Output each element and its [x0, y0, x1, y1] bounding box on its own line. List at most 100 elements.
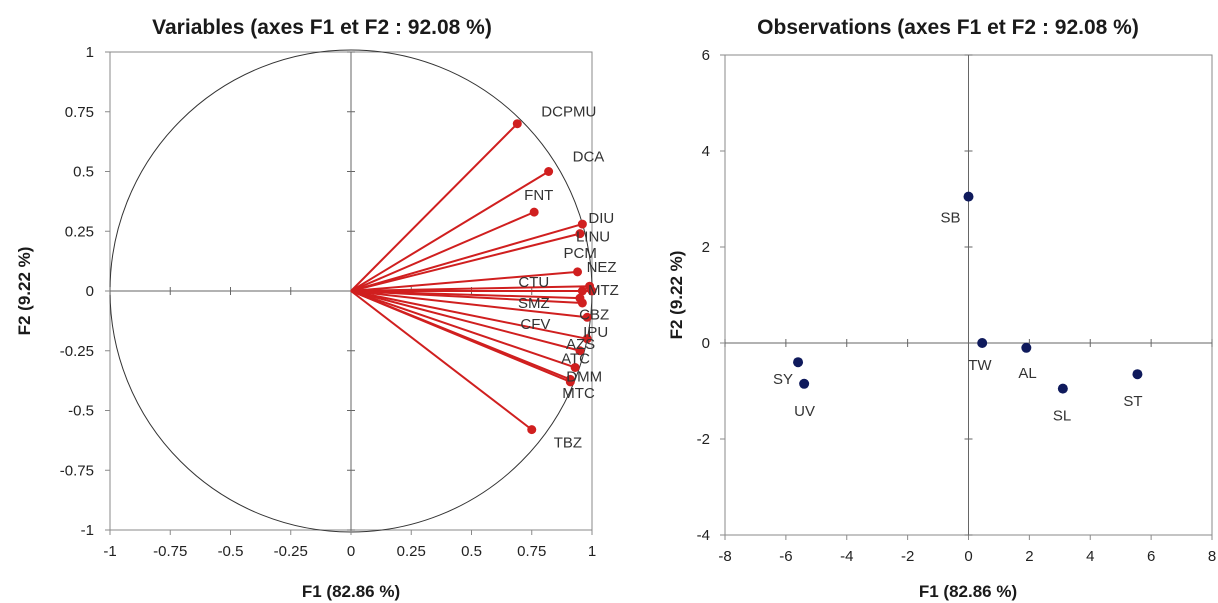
variables-chart: Variables (axes F1 et F2 : 92.08 %) -1 -0…	[15, 16, 619, 601]
observation-label-st: ST	[1123, 393, 1142, 410]
observations-y-tick-labels: 6 4 2 0 -2 -4	[697, 47, 710, 544]
x-tick-label: 0.5	[461, 543, 482, 560]
y-tick-label: -1	[81, 522, 94, 539]
x-tick-label: -8	[718, 548, 731, 565]
variable-vector-dca	[350, 170, 550, 292]
y-tick-label: 0	[86, 283, 94, 300]
x-tick-label: -0.25	[274, 543, 308, 560]
y-tick-label: 0.75	[65, 104, 94, 121]
variable-label-dmm: DMM	[566, 368, 602, 385]
x-tick-label: 0.25	[397, 543, 426, 560]
x-tick-label: -0.75	[153, 543, 187, 560]
variable-vector-ipu	[350, 290, 588, 340]
observations-x-axis-title: F1 (82.86 %)	[919, 582, 1017, 601]
y-tick-label: 6	[702, 47, 710, 64]
y-tick-label: 2	[702, 239, 710, 256]
variable-vector-pcm	[350, 270, 578, 292]
variable-vector-cbz	[350, 290, 588, 319]
x-tick-label: 0	[347, 543, 355, 560]
variable-vector-mtc	[350, 290, 571, 383]
variable-vector-atc	[350, 290, 576, 369]
observation-label-sy: SY	[773, 371, 793, 388]
x-tick-label: 8	[1208, 548, 1216, 565]
variable-label-dcpmu: DCPMU	[541, 104, 596, 121]
y-tick-label: 1	[86, 44, 94, 61]
observation-label-uv: UV	[794, 403, 815, 420]
variable-vector-azs	[350, 290, 581, 352]
x-tick-label: 2	[1025, 548, 1033, 565]
x-tick-label: -6	[779, 548, 792, 565]
y-tick-label: 4	[702, 143, 710, 160]
variable-point-cfv	[577, 298, 587, 308]
variable-label-mtc: MTC	[562, 385, 595, 402]
variable-label-tbz: TBZ	[554, 435, 582, 452]
variable-label-ipu: IPU	[583, 324, 608, 341]
y-tick-label: -2	[697, 431, 710, 448]
variable-vector-fnt	[350, 211, 535, 292]
variable-point-fnt	[529, 207, 539, 217]
observation-point-sb	[963, 191, 974, 202]
observations-chart-title: Observations (axes F1 et F2 : 92.08 %)	[757, 16, 1139, 39]
variable-point-tbz	[527, 425, 537, 435]
x-tick-label: 0	[964, 548, 972, 565]
observations-y-axis-title: F2 (9.22 %)	[667, 251, 686, 340]
variable-point-ipu	[582, 334, 592, 344]
variable-label-nez: NEZ	[587, 259, 617, 276]
observation-label-al: AL	[1018, 365, 1036, 382]
y-tick-label: 0.5	[73, 164, 94, 181]
variable-point-mtc	[565, 377, 575, 387]
variables-x-tick-labels: -1 -0.75 -0.5 -0.25 0 0.25 0.5 0.75 1	[103, 543, 596, 560]
variables-y-axis-title: F2 (9.22 %)	[15, 247, 34, 336]
x-tick-label: -4	[840, 548, 853, 565]
observation-point-tw	[977, 338, 988, 348]
observation-point-al	[1021, 342, 1032, 353]
x-tick-label: 0.75	[517, 543, 546, 560]
variable-label-smz: SMZ	[518, 295, 550, 312]
variables-chart-title: Variables (axes F1 et F2 : 92.08 %)	[152, 16, 492, 39]
observation-point-st	[1132, 369, 1143, 380]
x-tick-label: -0.5	[218, 543, 244, 560]
variable-label-azs: AZS	[566, 336, 595, 353]
variable-label-ctu: CTU	[518, 274, 549, 291]
variable-point-pcm	[573, 267, 583, 277]
variable-vectors	[350, 119, 597, 435]
variable-point-dcpmu	[512, 119, 522, 129]
variable-label-dca: DCA	[573, 149, 605, 166]
observation-point-sy	[793, 357, 804, 368]
y-tick-label: -4	[697, 527, 710, 544]
observation-label-sl: SL	[1053, 408, 1071, 425]
variable-vector-cfv	[350, 290, 583, 304]
variable-point-atc	[570, 362, 580, 372]
x-tick-label: -2	[901, 548, 914, 565]
y-tick-label: -0.5	[68, 403, 94, 420]
variable-point-dca	[544, 167, 554, 176]
variables-x-axis-title: F1 (82.86 %)	[302, 582, 400, 601]
variable-point-cbz	[582, 312, 592, 322]
y-tick-label: -0.75	[60, 462, 94, 479]
variable-vector-dcpmu	[350, 122, 518, 292]
y-tick-label: -0.25	[60, 343, 94, 360]
variable-label-fnt: FNT	[524, 187, 553, 204]
variable-label-atc: ATC	[561, 350, 590, 367]
variable-point-mtz	[587, 286, 597, 296]
variable-label-diu: DIU	[588, 210, 614, 227]
x-tick-label: -1	[103, 543, 116, 560]
x-tick-label: 4	[1086, 548, 1094, 565]
variable-label-cbz: CBZ	[579, 306, 609, 323]
observation-point-sl	[1057, 383, 1068, 394]
observations-chart: Observations (axes F1 et F2 : 92.08 %) -…	[667, 16, 1216, 601]
variable-vector-linu	[350, 232, 581, 292]
x-tick-label: 6	[1147, 548, 1155, 565]
variable-vector-tbz	[350, 290, 533, 431]
variables-y-tick-labels: 1 0.75 0.5 0.25 0 -0.25 -0.5 -0.75 -1	[60, 44, 94, 539]
variable-label-pcm: PCM	[564, 245, 597, 262]
variable-point-linu	[575, 229, 585, 239]
variable-label-cfv: CFV	[520, 316, 550, 333]
variable-label-mtz: MTZ	[588, 282, 619, 299]
observation-points	[793, 191, 1143, 394]
variable-point-azs	[575, 346, 585, 356]
observations-tick-marks	[720, 54, 1213, 540]
